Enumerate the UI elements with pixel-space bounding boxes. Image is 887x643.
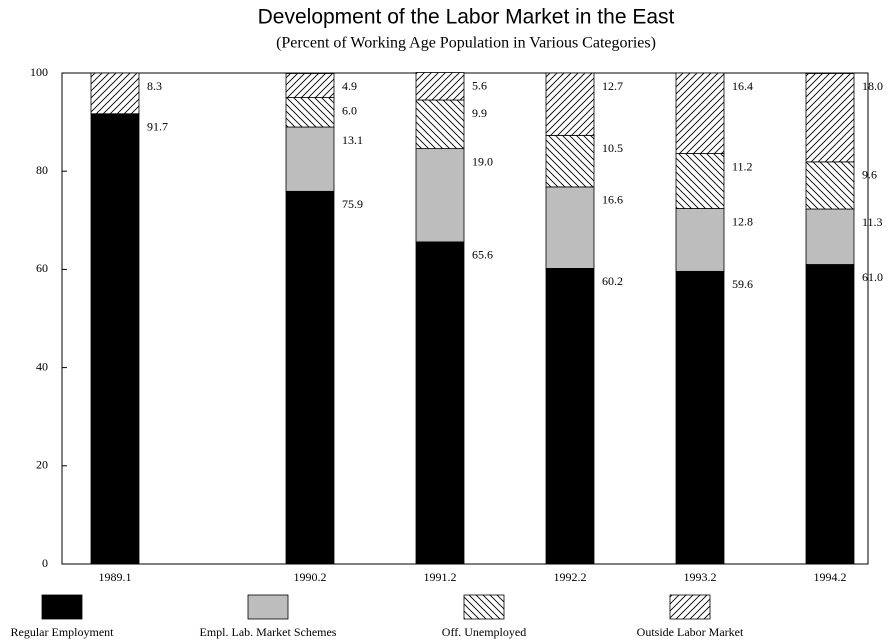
bar-segment (90, 113, 140, 565)
value-label: 19.0 (472, 154, 493, 168)
bar-segment (805, 208, 855, 265)
value-label: 16.6 (602, 193, 623, 207)
value-label: 12.8 (732, 214, 753, 228)
legend-swatch (669, 594, 711, 620)
bar-segment (545, 186, 595, 269)
bar-segment (675, 270, 725, 565)
legend-label: Empl. Lab. Market Schemes (200, 625, 337, 639)
y-tick-label: 100 (30, 65, 48, 79)
value-label: 13.1 (342, 133, 363, 147)
legend-label: Outside Labor Market (637, 625, 744, 639)
bar-segment (285, 190, 335, 565)
plot-frame (61, 72, 869, 565)
chart-subtitle: (Percent of Working Age Population in Va… (276, 35, 656, 52)
legend-label: Regular Employment (11, 625, 115, 639)
value-label: 16.4 (732, 79, 753, 93)
value-label: 8.3 (147, 79, 162, 93)
value-label: 65.6 (472, 248, 493, 262)
value-label: 59.6 (732, 277, 753, 291)
value-label: 91.7 (147, 120, 168, 134)
bar-segment (415, 72, 465, 101)
value-label: 61.0 (862, 270, 883, 284)
value-label: 12.7 (602, 79, 623, 93)
bar-segment (285, 126, 335, 192)
bar-segment (805, 73, 855, 163)
bar-segment (90, 72, 140, 115)
bar-segment (545, 72, 595, 136)
value-label: 6.0 (342, 103, 357, 117)
legend-swatch (41, 594, 83, 620)
value-label: 4.9 (342, 79, 357, 93)
x-tick-label: 1994.2 (814, 570, 847, 584)
value-label: 60.2 (602, 274, 623, 288)
value-label: 9.6 (862, 168, 877, 182)
value-label: 11.2 (732, 159, 753, 173)
y-tick-label: 60 (36, 261, 48, 275)
legend-swatch (247, 594, 289, 620)
bar-segment (805, 161, 855, 210)
y-tick-label: 80 (36, 163, 48, 177)
legend-label: Off. Unemployed (442, 625, 526, 639)
bar-segment (675, 72, 725, 154)
value-label: 11.3 (862, 215, 883, 229)
x-tick-label: 1992.2 (554, 570, 587, 584)
y-tick-label: 0 (42, 556, 48, 570)
x-tick-label: 1991.2 (424, 570, 457, 584)
y-tick-label: 20 (36, 458, 48, 472)
bar-segment (805, 264, 855, 565)
legend-swatch (463, 594, 505, 620)
chart-title: Development of the Labor Market in the E… (258, 6, 675, 29)
bar-segment (415, 99, 465, 150)
bar-segment (675, 208, 725, 272)
bar-segment (285, 73, 335, 98)
x-tick-label: 1989.1 (99, 570, 132, 584)
value-label: 10.5 (602, 141, 623, 155)
value-label: 9.9 (472, 106, 487, 120)
bar-segment (415, 241, 465, 565)
value-label: 5.6 (472, 78, 487, 92)
bar-segment (545, 268, 595, 565)
bar-segment (675, 153, 725, 209)
bar-segment (415, 148, 465, 243)
bar-segment (545, 134, 595, 188)
bar-segment (285, 97, 335, 128)
value-label: 18.0 (862, 79, 883, 93)
y-tick-label: 40 (36, 359, 48, 373)
x-tick-label: 1990.2 (294, 570, 327, 584)
value-label: 75.9 (342, 197, 363, 211)
x-tick-label: 1993.2 (684, 570, 717, 584)
